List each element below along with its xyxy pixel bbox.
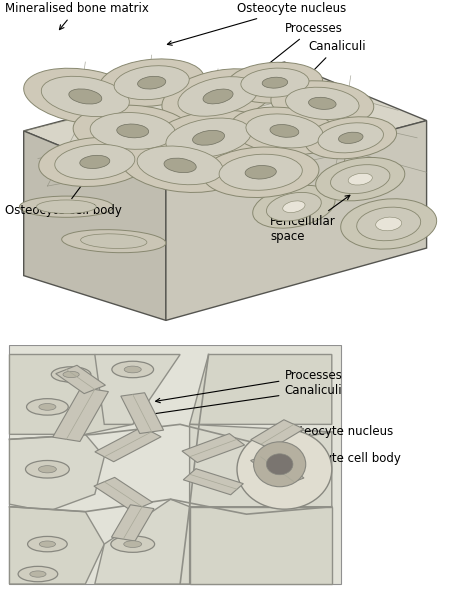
Ellipse shape [41, 76, 129, 116]
Ellipse shape [309, 97, 336, 109]
Ellipse shape [149, 110, 268, 166]
Ellipse shape [330, 165, 390, 194]
Text: Mineralised bone matrix: Mineralised bone matrix [5, 2, 149, 30]
Ellipse shape [316, 157, 405, 201]
Ellipse shape [376, 217, 401, 230]
Ellipse shape [62, 230, 166, 252]
Ellipse shape [357, 207, 420, 241]
Ellipse shape [36, 200, 96, 213]
Ellipse shape [266, 192, 321, 221]
Polygon shape [24, 62, 427, 189]
Ellipse shape [271, 81, 374, 126]
Ellipse shape [90, 112, 175, 149]
Polygon shape [190, 424, 332, 507]
Ellipse shape [69, 89, 102, 104]
Polygon shape [190, 355, 332, 424]
Polygon shape [95, 355, 180, 424]
Text: Osteocyte nucleus: Osteocyte nucleus [167, 2, 346, 45]
Text: Osteocyte nucleus: Osteocyte nucleus [276, 425, 393, 446]
Ellipse shape [120, 138, 240, 192]
Ellipse shape [19, 196, 113, 217]
Ellipse shape [237, 429, 332, 509]
Polygon shape [56, 365, 105, 394]
Ellipse shape [24, 68, 147, 125]
Ellipse shape [203, 89, 233, 104]
Ellipse shape [341, 199, 437, 249]
Polygon shape [9, 434, 104, 511]
Ellipse shape [137, 146, 223, 185]
Ellipse shape [27, 399, 68, 415]
Text: Processes: Processes [155, 369, 342, 403]
Ellipse shape [26, 460, 69, 478]
Ellipse shape [39, 541, 55, 547]
Polygon shape [182, 434, 245, 463]
Ellipse shape [230, 107, 338, 154]
Ellipse shape [124, 541, 142, 548]
Polygon shape [183, 469, 243, 495]
Polygon shape [111, 505, 154, 541]
Ellipse shape [219, 154, 302, 190]
Ellipse shape [63, 371, 79, 378]
Ellipse shape [162, 69, 274, 124]
Ellipse shape [285, 87, 359, 119]
Polygon shape [95, 427, 161, 462]
Ellipse shape [348, 173, 372, 185]
FancyBboxPatch shape [9, 345, 341, 584]
Ellipse shape [114, 66, 189, 100]
Ellipse shape [164, 158, 196, 173]
Ellipse shape [27, 536, 67, 552]
Ellipse shape [124, 366, 141, 373]
Ellipse shape [51, 366, 91, 382]
Ellipse shape [137, 76, 166, 89]
Ellipse shape [99, 59, 204, 106]
Polygon shape [9, 507, 104, 584]
Polygon shape [166, 121, 427, 320]
Text: Canaliculi: Canaliculi [294, 40, 366, 90]
Text: Osteocyte cell body: Osteocyte cell body [5, 155, 122, 217]
Polygon shape [190, 507, 332, 584]
Ellipse shape [18, 566, 58, 582]
Ellipse shape [283, 201, 305, 213]
Ellipse shape [30, 571, 46, 577]
Ellipse shape [254, 442, 306, 486]
Ellipse shape [73, 105, 192, 157]
Ellipse shape [81, 234, 147, 248]
Text: Canaliculi: Canaliculi [137, 384, 342, 418]
Polygon shape [24, 131, 166, 320]
Ellipse shape [117, 124, 149, 138]
Text: Osteocyte cell body: Osteocyte cell body [250, 451, 401, 473]
Text: Processes: Processes [257, 22, 342, 73]
Text: Pericellular
space: Pericellular space [270, 195, 350, 243]
Ellipse shape [202, 147, 319, 198]
Ellipse shape [318, 123, 383, 153]
Ellipse shape [112, 361, 154, 378]
Ellipse shape [266, 454, 293, 475]
Ellipse shape [270, 125, 299, 137]
Ellipse shape [80, 156, 110, 169]
Ellipse shape [227, 62, 323, 103]
Ellipse shape [166, 118, 251, 157]
Ellipse shape [253, 185, 335, 228]
Ellipse shape [262, 77, 288, 88]
Ellipse shape [305, 117, 397, 159]
Polygon shape [95, 499, 190, 584]
Polygon shape [9, 355, 142, 434]
Polygon shape [53, 387, 109, 441]
Ellipse shape [245, 166, 276, 179]
Polygon shape [251, 453, 304, 485]
Polygon shape [121, 393, 164, 434]
Ellipse shape [39, 137, 151, 187]
Ellipse shape [55, 144, 135, 179]
Ellipse shape [192, 131, 225, 145]
Ellipse shape [39, 403, 56, 410]
Ellipse shape [338, 132, 363, 143]
Ellipse shape [241, 68, 309, 97]
Polygon shape [94, 478, 153, 511]
Ellipse shape [111, 536, 155, 552]
Ellipse shape [246, 114, 323, 148]
Polygon shape [251, 420, 304, 449]
Ellipse shape [178, 77, 258, 116]
Ellipse shape [38, 466, 56, 473]
